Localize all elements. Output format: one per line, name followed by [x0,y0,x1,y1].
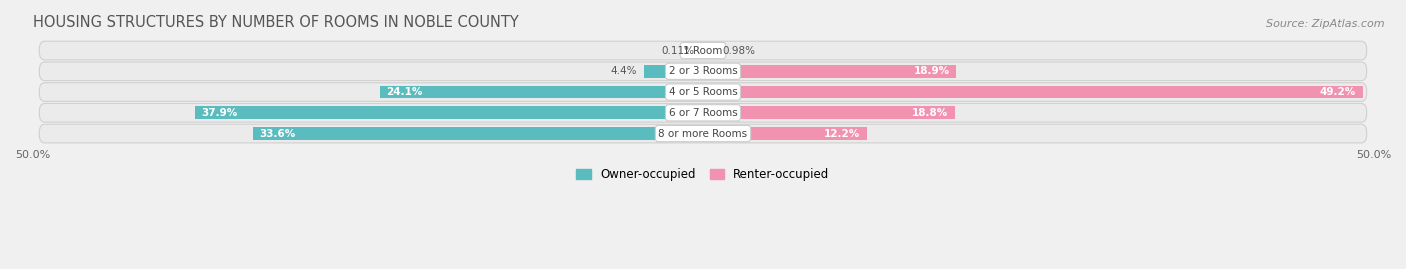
Text: 24.1%: 24.1% [387,87,423,97]
Text: 49.2%: 49.2% [1320,87,1355,97]
Text: 8 or more Rooms: 8 or more Rooms [658,129,748,139]
Bar [703,127,866,140]
Bar [703,106,955,119]
Text: 0.11%: 0.11% [662,45,695,56]
FancyBboxPatch shape [39,41,1367,60]
Text: 0.98%: 0.98% [723,45,756,56]
Bar [703,44,716,57]
Bar [703,65,956,78]
Bar [702,44,703,57]
Legend: Owner-occupied, Renter-occupied: Owner-occupied, Renter-occupied [572,163,834,185]
Text: 6 or 7 Rooms: 6 or 7 Rooms [669,108,737,118]
Text: Source: ZipAtlas.com: Source: ZipAtlas.com [1267,19,1385,29]
FancyBboxPatch shape [39,83,1367,101]
FancyBboxPatch shape [39,124,1367,143]
Text: 18.9%: 18.9% [914,66,949,76]
FancyBboxPatch shape [39,62,1367,81]
Bar [253,127,703,140]
Text: 1 Room: 1 Room [683,45,723,56]
FancyBboxPatch shape [39,104,1367,122]
Text: 33.6%: 33.6% [259,129,295,139]
Bar [195,106,703,119]
Text: 12.2%: 12.2% [824,129,860,139]
Bar [644,65,703,78]
Bar [703,86,1362,98]
Text: 4.4%: 4.4% [610,66,637,76]
Text: HOUSING STRUCTURES BY NUMBER OF ROOMS IN NOBLE COUNTY: HOUSING STRUCTURES BY NUMBER OF ROOMS IN… [32,15,519,30]
Text: 18.8%: 18.8% [912,108,949,118]
Text: 37.9%: 37.9% [201,108,238,118]
Text: 2 or 3 Rooms: 2 or 3 Rooms [669,66,737,76]
Bar [380,86,703,98]
Text: 4 or 5 Rooms: 4 or 5 Rooms [669,87,737,97]
